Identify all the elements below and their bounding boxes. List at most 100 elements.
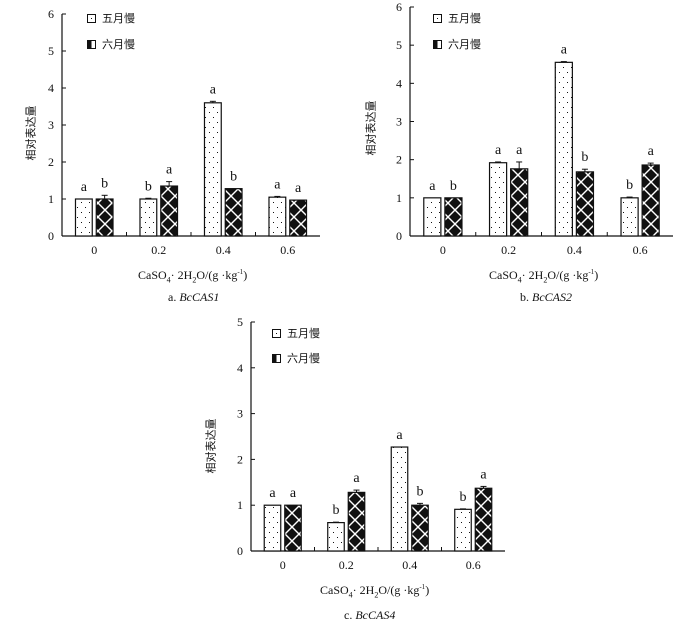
diamond-pattern-icon: [87, 39, 96, 49]
panel-caption: a. BcCAS1: [168, 290, 220, 304]
bar-june: [95, 198, 114, 237]
y-tick-label: 0: [396, 229, 402, 243]
significance-letter: a: [495, 143, 502, 158]
significance-letter: a: [81, 180, 88, 195]
bar-june: [510, 168, 529, 237]
legend-item-may: 五月慢: [87, 10, 135, 26]
dotted-pattern-icon: [87, 13, 96, 23]
x-tick-label: 0.2: [501, 243, 516, 257]
significance-letter: a: [480, 467, 487, 482]
x-tick-label: 0: [280, 558, 286, 572]
y-tick-label: 1: [48, 192, 54, 206]
bar-june: [284, 504, 302, 552]
significance-letter: b: [459, 490, 466, 505]
chart-panel-a: 0 1 2 3 4 5 6 0 a b 0.2 b a 0.4 a b 0.6 a a 五月慢 六月慢 相对表达量 …: [0, 0, 350, 310]
significance-letter: a: [648, 144, 655, 159]
bar-may: [620, 197, 639, 237]
significance-letter: b: [417, 484, 424, 499]
y-axis-label: 相对表达量: [24, 105, 38, 161]
x-tick-label: 0.2: [151, 243, 166, 257]
legend-item-june: 六月慢: [87, 36, 135, 52]
x-axis-label: CaSO4· 2H2O/(g ·kg-1): [489, 268, 599, 285]
significance-letter: b: [332, 503, 339, 518]
y-tick-label: 4: [48, 81, 54, 95]
legend-label: 六月慢: [448, 38, 481, 51]
x-axis-label: CaSO4· 2H2O/(g ·kg-1): [138, 268, 248, 285]
x-tick-label: 0.2: [339, 558, 354, 572]
x-tick-label: 0.4: [567, 243, 582, 257]
bar-may: [74, 198, 93, 237]
bar-may: [327, 522, 345, 552]
legend-item-may: 五月慢: [433, 10, 481, 26]
legend-item-may: 五月慢: [272, 325, 320, 341]
legend-label: 五月慢: [287, 327, 320, 340]
significance-letter: a: [516, 143, 523, 158]
y-tick-label: 2: [237, 452, 243, 466]
bar-june: [224, 188, 243, 237]
legend-item-june: 六月慢: [272, 350, 320, 366]
legend-label: 六月慢: [102, 38, 135, 51]
y-tick-label: 2: [396, 153, 402, 167]
diamond-pattern-icon: [272, 353, 281, 363]
bar-june: [347, 491, 366, 552]
x-tick-label: 0.6: [466, 558, 481, 572]
y-tick-label: 5: [48, 44, 54, 58]
significance-letter: a: [396, 428, 403, 443]
significance-letter: b: [230, 170, 237, 185]
panel-caption: b. BcCAS2: [520, 290, 572, 304]
significance-letter: a: [166, 163, 173, 178]
y-axis-label: 相对表达量: [204, 418, 218, 474]
x-tick-label: 0.6: [633, 243, 648, 257]
dotted-pattern-icon: [272, 328, 281, 338]
bar-may: [139, 198, 158, 237]
legend-label: 五月慢: [448, 12, 481, 25]
chart-panel-c: 0 1 2 3 4 5 0 a a 0.2 b a 0.4 a b 0.6 b a 五月慢 六月慢 相对表达量 C…: [180, 310, 520, 625]
y-tick-label: 4: [237, 361, 243, 375]
y-tick-label: 3: [237, 407, 243, 421]
y-tick-label: 6: [48, 7, 54, 21]
significance-letter: a: [561, 43, 568, 58]
legend-label: 五月慢: [102, 12, 135, 25]
significance-letter: a: [274, 177, 281, 192]
bar-may: [203, 102, 222, 237]
significance-letter: b: [145, 179, 152, 194]
bar-june: [474, 487, 493, 552]
bar-june: [444, 197, 463, 237]
bar-june: [160, 185, 179, 237]
bar-june: [641, 164, 660, 237]
significance-letter: a: [210, 82, 217, 97]
x-tick-label: 0.4: [402, 558, 417, 572]
significance-letter: a: [353, 471, 360, 486]
x-axis-label: CaSO4· 2H2O/(g ·kg-1): [320, 583, 430, 600]
bar-may: [488, 162, 508, 237]
x-tick-label: 0.4: [216, 243, 231, 257]
significance-letter: b: [101, 176, 108, 191]
y-tick-label: 6: [396, 0, 402, 14]
bar-may: [454, 508, 472, 552]
x-tick-label: 0: [91, 243, 97, 257]
y-tick-label: 5: [237, 315, 243, 329]
bar-may: [423, 197, 442, 237]
x-tick-label: 0.6: [280, 243, 295, 257]
bar-june: [411, 504, 429, 552]
y-tick-label: 3: [396, 115, 402, 129]
panel-caption: c. BcCAS4: [344, 608, 396, 622]
significance-letter: b: [450, 179, 457, 194]
y-axis-label: 相对表达量: [364, 100, 378, 156]
x-tick-label: 0: [440, 243, 446, 257]
y-tick-label: 0: [48, 229, 54, 243]
significance-letter: a: [429, 179, 436, 194]
bar-may: [263, 504, 282, 552]
bar-may: [268, 196, 287, 237]
y-tick-label: 5: [396, 38, 402, 52]
chart-panel-b: 0 1 2 3 4 5 6 0 a b 0.2 a a 0.4 a b 0.6 b a 五月慢 六月慢 相对表达量 …: [350, 0, 700, 310]
y-tick-label: 1: [396, 191, 402, 205]
bar-june: [289, 199, 308, 237]
bar-june: [575, 171, 595, 237]
y-tick-label: 4: [396, 76, 402, 90]
dotted-pattern-icon: [433, 13, 442, 23]
significance-letter: a: [295, 181, 302, 196]
